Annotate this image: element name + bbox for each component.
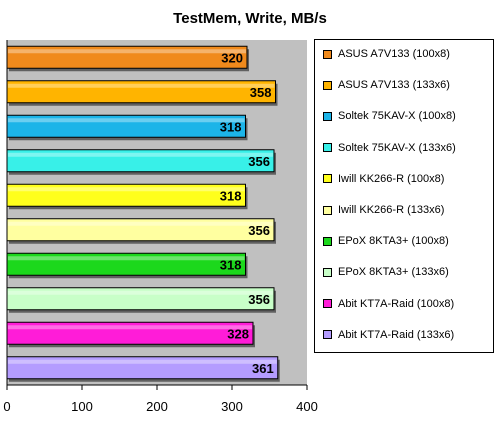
bar bbox=[6, 183, 246, 207]
bar-highlight bbox=[8, 325, 252, 330]
x-tick-label: 400 bbox=[296, 399, 318, 414]
legend-label: Abit KT7A-Raid (133x6) bbox=[338, 328, 455, 341]
bar-value-label: 356 bbox=[248, 223, 270, 238]
chart-legend: ASUS A7V133 (100x8) ASUS A7V133 (133x6) So… bbox=[314, 39, 494, 353]
bar-highlight bbox=[8, 221, 273, 226]
bar bbox=[6, 80, 276, 104]
legend-label: Soltek 75KAV-X (133x6) bbox=[338, 141, 456, 154]
legend-item: EPoX 8KTA3+ (100x8) bbox=[323, 234, 449, 248]
x-tick-label: 300 bbox=[221, 399, 243, 414]
bar bbox=[6, 356, 279, 380]
legend-item: Abit KT7A-Raid (133x6) bbox=[323, 328, 454, 342]
bar-value-label: 318 bbox=[220, 257, 242, 272]
legend-item: Iwill KK266-R (100x8) bbox=[323, 172, 444, 186]
legend-label: Iwill KK266-R (133x6) bbox=[338, 204, 445, 216]
bar bbox=[6, 218, 275, 242]
bar bbox=[6, 287, 275, 311]
legend-swatch bbox=[323, 111, 332, 121]
bar-highlight bbox=[8, 83, 275, 88]
legend-label: EPoX 8KTA3+ (100x8) bbox=[338, 235, 449, 248]
legend-swatch bbox=[323, 236, 332, 246]
legend-item: EPoX 8KTA3+ (133x6) bbox=[323, 265, 449, 279]
legend-label: ASUS A7V133 (133x6) bbox=[338, 79, 450, 92]
legend-item: Soltek 75KAV-X (100x8) bbox=[323, 109, 456, 123]
legend-item: Soltek 75KAV-X (133x6) bbox=[323, 141, 456, 155]
bar-value-label: 328 bbox=[227, 326, 249, 341]
bar-highlight bbox=[8, 49, 246, 54]
x-tick-label: 0 bbox=[3, 399, 10, 414]
bar-highlight bbox=[8, 152, 273, 157]
legend-item: ASUS A7V133 (133x6) bbox=[323, 78, 450, 92]
legend-swatch bbox=[323, 174, 332, 184]
bar-highlight bbox=[8, 118, 245, 123]
bar-highlight bbox=[8, 359, 277, 364]
bar-value-label: 361 bbox=[252, 361, 274, 376]
legend-label: Abit KT7A-Raid (100x8) bbox=[338, 297, 455, 310]
legend-swatch bbox=[323, 267, 332, 277]
x-tick-label: 200 bbox=[146, 399, 168, 414]
legend-label: Soltek 75KAV-X (100x8) bbox=[338, 110, 456, 123]
bar bbox=[6, 45, 248, 69]
bar bbox=[6, 114, 246, 138]
bar-highlight bbox=[8, 256, 245, 261]
legend-label: EPoX 8KTA3+ (133x6) bbox=[338, 266, 449, 279]
bar-value-label: 356 bbox=[248, 154, 270, 169]
bar-value-label: 356 bbox=[248, 292, 270, 307]
legend-swatch bbox=[323, 80, 332, 90]
bar-value-label: 358 bbox=[250, 85, 272, 100]
bar bbox=[6, 321, 254, 345]
bar bbox=[6, 149, 275, 173]
bar-highlight bbox=[8, 290, 273, 295]
legend-label: ASUS A7V133 (100x8) bbox=[338, 48, 450, 60]
chart-title: TestMem, Write, MB/s bbox=[173, 10, 327, 27]
legend-swatch bbox=[323, 299, 332, 309]
legend-label: Iwill KK266-R (100x8) bbox=[338, 172, 445, 185]
legend-item: Abit KT7A-Raid (100x8) bbox=[323, 297, 454, 311]
legend-swatch bbox=[323, 143, 332, 153]
x-tick-label: 100 bbox=[71, 399, 93, 414]
legend-swatch bbox=[323, 49, 332, 59]
bar-value-label: 318 bbox=[220, 188, 242, 203]
legend-swatch bbox=[323, 205, 332, 215]
bar-highlight bbox=[8, 187, 245, 192]
legend-item: Iwill KK266-R (133x6) bbox=[323, 203, 444, 217]
bar-value-label: 320 bbox=[221, 50, 243, 65]
legend-swatch bbox=[323, 330, 332, 340]
bar-value-label: 318 bbox=[220, 119, 242, 134]
bar bbox=[6, 252, 246, 276]
legend-item: ASUS A7V133 (100x8) bbox=[323, 47, 450, 61]
